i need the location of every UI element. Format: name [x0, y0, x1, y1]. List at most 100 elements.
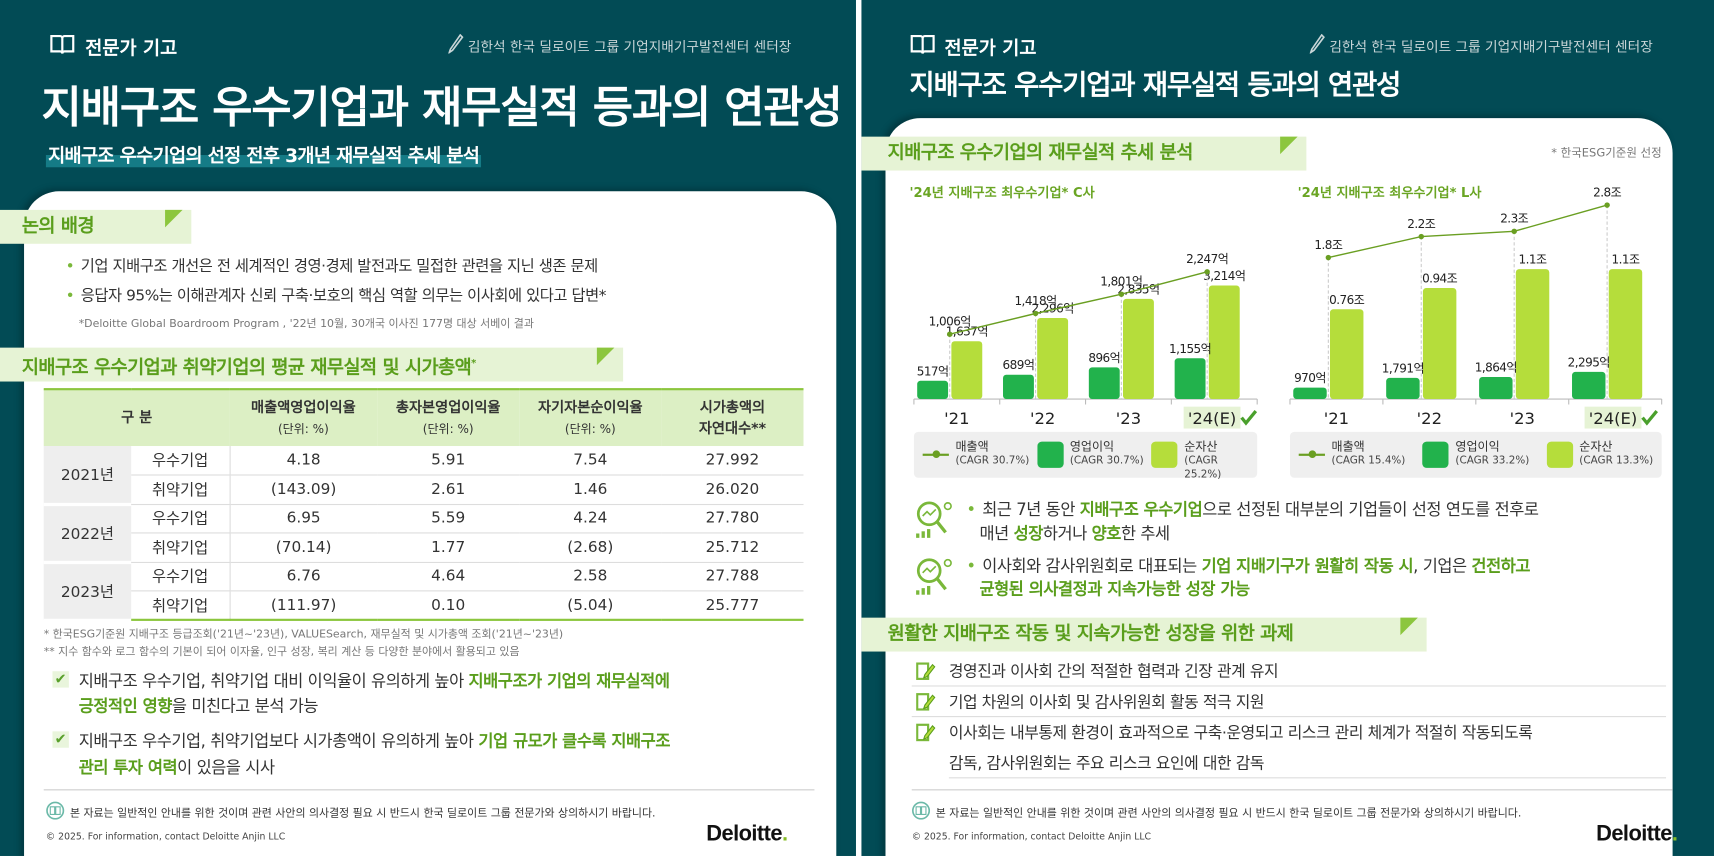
bar-label: 0.76조	[1329, 293, 1365, 307]
left-panel: 전문가 기고 김한석 한국 딜로이트 그룹 기업지배기구발전센터 센터장 지배구…	[0, 0, 856, 856]
table-row: 취약기업 (70.14) 1.77 (2.68) 25.712	[44, 532, 804, 563]
legend-cagr: (CAGR 25.2%)	[1184, 454, 1222, 482]
highlight-text: 성장	[1013, 523, 1044, 544]
year-cell: 2022년	[43, 503, 132, 564]
header-label: 전문가 기고	[85, 38, 178, 61]
highlight-box	[1183, 406, 1241, 429]
value-cell: 25.712	[661, 532, 804, 563]
task-item: 감독, 감사위원회는 주요 리스크 요인에 대한 감독	[948, 755, 1265, 773]
legend-swatch	[1546, 441, 1573, 468]
type-cell: 우수기업	[131, 446, 231, 476]
text-line: 긍정적인 영향을 미친다고 분석 가능	[78, 694, 319, 717]
bar-net-assets	[1515, 269, 1550, 400]
bar-operating-profit	[1479, 377, 1513, 400]
value-cell: 26.020	[661, 474, 804, 505]
legend-cagr: (CAGR 30.7%)	[1069, 454, 1144, 467]
task-item: 이사회는 내부통제 환경이 효과적으로 구축·운영되고 리스크 관리 체계가 적…	[948, 724, 1533, 743]
text: 매년	[979, 523, 1014, 544]
value-cell: 4.64	[377, 561, 520, 592]
legend-name: 매출액	[1331, 439, 1365, 454]
value-cell: (143.09)	[229, 474, 378, 505]
selection-note: * 한국ESG기준원 선정	[1551, 146, 1662, 160]
financials-table: 구 분 매출액영업이익율 (단위: %) 총자본영업이익율 (단위: %) 자기자본순이익…	[43, 388, 804, 622]
line-label: 2,247억	[1186, 252, 1228, 266]
header-unit: 자연대수**	[698, 420, 767, 437]
value-cell: 27.780	[661, 503, 804, 534]
footnote-mark: *	[471, 358, 476, 370]
highlight-text: 건전하고	[1471, 556, 1531, 577]
copyright: © 2025. For information, contact Deloitt…	[45, 831, 286, 843]
bar-operating-profit	[1572, 371, 1606, 400]
legend-item: 순자산 (CAGR 25.2%)	[1184, 439, 1257, 482]
author: 김한석 한국 딜로이트 그룹 기업지배기구발전센터 센터장	[467, 38, 792, 55]
check-icon: ✔	[52, 731, 69, 748]
revenue-point	[1418, 233, 1425, 240]
line-label: 1,418억	[1014, 294, 1056, 308]
line-label: 2.2조	[1407, 217, 1435, 231]
chart-title: '24년 지배구조 최우수기업* C사	[910, 185, 1095, 201]
legend-cagr: (CAGR 15.4%)	[1331, 454, 1406, 467]
legend-name: 영업이익	[1455, 439, 1500, 454]
legend-swatch	[1151, 441, 1178, 468]
task-item: 경영진과 이사회 간의 적절한 협력과 긴장 관계 유지	[948, 663, 1279, 682]
text: 한 추세	[1120, 523, 1170, 544]
header-unit: (단위: %)	[422, 421, 474, 436]
analytics-magnifier-icon	[912, 497, 956, 541]
check-icon: ✔	[52, 671, 69, 688]
legend-dot	[1308, 450, 1317, 459]
bullet-item: • 기업 지배구조 개선은 전 세계적인 경영·경제 발전과도 밀접한 관련을 지…	[65, 257, 599, 276]
legend-item: 매출액 (CAGR 30.7%)	[955, 439, 1029, 467]
x-tick-label: '23	[1116, 409, 1141, 428]
header-line: 자기자본순이익율	[538, 399, 643, 416]
section-tag-background: 논의 배경	[0, 209, 192, 244]
legend-name: 매출액	[955, 439, 989, 454]
value-cell: (2.68)	[519, 532, 662, 563]
text-line: 지배구조 우수기업, 취약기업 대비 이익율이 유의하게 높아 지배구조가 기업…	[79, 669, 670, 692]
line-label: 1,006억	[929, 314, 971, 328]
bar-net-assets	[1329, 309, 1364, 400]
bar-label: 3,214억	[1203, 269, 1245, 283]
table-footnote: ** 지수 함수와 로그 함수의 기본이 되어 이자율, 인구 성장, 복리 계…	[43, 646, 520, 659]
value-cell: 2.58	[519, 561, 662, 592]
x-tick-label: '24(E)	[1188, 409, 1236, 428]
bar-operating-profit	[1293, 387, 1327, 400]
divider	[911, 789, 1673, 791]
text: 지배구조 우수기업, 취약기업보다 시가총액이 유의하게 높아	[78, 731, 479, 752]
table-row: 2023년 우수기업 6.76 4.64 2.58 27.788	[43, 561, 804, 622]
year-cell: 2021년	[43, 446, 132, 506]
bar-label: 970억	[1294, 371, 1326, 385]
highlight-text: 관리 투자 여력	[78, 757, 178, 778]
bar-label: 896억	[1088, 351, 1120, 365]
page-title: 지배구조 우수기업과 재무실적 등과의 연관성	[41, 83, 843, 134]
text: 으로 선정된 대부분의 기업들이 선정 연도를 전후로	[1202, 499, 1539, 520]
revenue-point	[1604, 202, 1610, 208]
highlight-text: 양호	[1091, 523, 1122, 544]
value-cell: 2.61	[377, 474, 520, 505]
value-cell: 7.54	[519, 446, 662, 476]
value-cell: 6.95	[229, 503, 378, 534]
column-header: 시가총액의 자연대수**	[661, 389, 804, 447]
value-cell: 27.788	[661, 561, 804, 592]
text-line: • 이사회와 감사위원회로 대표되는 기업 지배기구가 원활히 작동 시, 기업은…	[966, 556, 1531, 577]
table-row: 취약기업 (143.09) 2.61 1.46 26.020	[44, 474, 804, 505]
highlight-text: 긍정적인 영향	[78, 696, 173, 717]
bar-net-assets	[1608, 269, 1643, 400]
value-cell: 5.91	[377, 446, 520, 476]
header-line: 총자본영업이익율	[395, 399, 501, 416]
row-divider	[911, 685, 1667, 687]
checklist-pencil-icon	[916, 723, 936, 747]
header-unit: (단위: %)	[277, 421, 329, 436]
legend-item: 영업이익 (CAGR 33.2%)	[1455, 439, 1529, 467]
highlight-box	[1584, 406, 1642, 429]
revenue-point	[1118, 291, 1125, 297]
line-label: 1.8조	[1314, 238, 1342, 252]
bullet-item: • 응답자 95%는 이해관계자 신뢰 구축·보호의 핵심 역할 의무는 이사회에…	[65, 287, 607, 306]
analytics-magnifier-icon	[912, 554, 956, 598]
value-cell: 0.10	[377, 590, 520, 621]
checkmark-icon	[1641, 410, 1659, 426]
text-line: 매년 성장하거나 양호한 추세	[979, 521, 1171, 544]
highlight-text: 지배구조가 기업의 재무실적에	[468, 671, 670, 691]
line-label: 1,801억	[1100, 274, 1142, 288]
book-circle-icon	[46, 801, 65, 820]
